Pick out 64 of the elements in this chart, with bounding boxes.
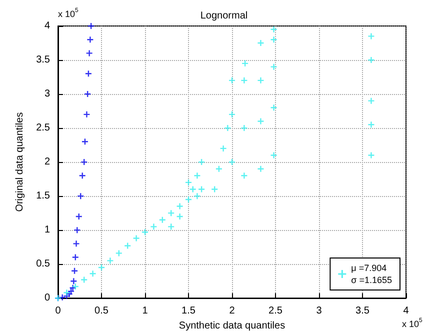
x-tick-label: 1.5 — [182, 306, 196, 317]
point — [270, 26, 277, 32]
point — [176, 203, 183, 210]
point — [241, 77, 248, 84]
point — [368, 98, 374, 104]
y-tick-label: 3 — [44, 88, 50, 100]
point — [190, 186, 196, 192]
point — [150, 224, 157, 230]
point — [194, 193, 200, 200]
legend-label: μ =7.904 σ =1.1655 — [351, 263, 392, 285]
point — [116, 250, 122, 256]
x-tick-label: 0.5 — [94, 306, 109, 317]
x-tick-label: 4 — [403, 306, 410, 317]
point — [87, 36, 94, 43]
x-tick-label: 3 — [316, 306, 322, 317]
point — [79, 172, 86, 179]
point — [368, 152, 374, 158]
y-axis-title: Original data quantiles — [14, 112, 26, 212]
y-tick-label: 2.5 — [36, 122, 50, 134]
point — [212, 186, 218, 192]
point — [168, 224, 174, 230]
point — [270, 36, 277, 43]
point — [194, 172, 200, 179]
y-tick-label: 2 — [44, 156, 50, 168]
point — [64, 290, 70, 296]
point — [81, 276, 88, 283]
point — [241, 125, 248, 132]
point — [133, 235, 140, 242]
point — [368, 122, 374, 128]
x-tick-label: 1 — [142, 306, 148, 317]
y-tick-label: 1.5 — [36, 190, 50, 202]
y-tick-label: 1 — [44, 224, 50, 236]
point — [368, 57, 374, 64]
point — [73, 240, 80, 247]
chart-title: Lognormal — [200, 10, 248, 22]
point — [124, 242, 131, 249]
x-tick-label: 0 — [55, 306, 62, 317]
y-tick-label: 3.5 — [36, 54, 50, 66]
point — [84, 111, 90, 118]
point — [270, 64, 277, 70]
point — [198, 186, 205, 192]
y-tick-label: 4 — [44, 20, 50, 32]
point — [90, 270, 96, 277]
point — [72, 254, 78, 260]
y-tick-label: 0 — [44, 292, 50, 304]
point — [368, 33, 374, 40]
x-axis-title: Synthetic data quantiles — [178, 320, 286, 332]
point — [68, 288, 74, 294]
point — [241, 172, 248, 179]
point — [258, 118, 264, 124]
x-tick-label: 3.5 — [356, 306, 370, 317]
point — [258, 40, 264, 46]
point — [107, 258, 114, 264]
point — [70, 278, 77, 284]
point — [270, 104, 277, 111]
x-tick-label: 2.5 — [268, 306, 283, 317]
x-tick-label: 2 — [229, 306, 236, 317]
point — [270, 152, 277, 158]
point — [220, 145, 226, 152]
point — [258, 77, 264, 84]
point — [86, 50, 92, 56]
point — [258, 166, 264, 172]
point — [176, 213, 183, 220]
y-tick-label: 0.5 — [36, 258, 50, 270]
